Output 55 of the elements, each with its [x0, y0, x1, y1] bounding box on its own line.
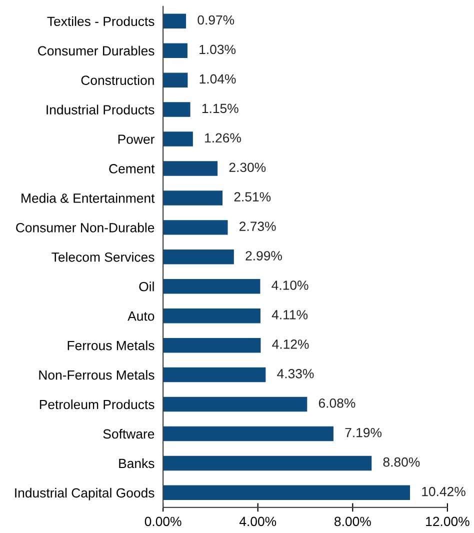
data-label: 2.30%: [229, 162, 266, 172]
y-tick-label: Petroleum Products: [40, 399, 154, 410]
y-tick-label: Industrial Capital Goods: [15, 488, 154, 500]
y-tick-label: Cement: [109, 164, 155, 174]
bar: [163, 426, 334, 442]
y-tick-label: Textiles - Products: [47, 16, 154, 26]
y-tick-label: Consumer Non-Durable: [16, 222, 154, 232]
data-label: 1.04%: [200, 74, 236, 84]
data-label: 2.73%: [240, 222, 276, 231]
bar: [163, 456, 372, 471]
bar: [163, 161, 218, 176]
data-label: 0.97%: [198, 15, 234, 25]
y-tick-label: Telecom Services: [52, 252, 154, 262]
x-tick-label: 4.00%: [239, 516, 276, 526]
bar: [163, 132, 193, 146]
y-tick-label: Oil: [139, 282, 154, 292]
x-tick-label: 8.00%: [334, 516, 371, 526]
data-label: 4.12%: [272, 340, 309, 349]
bar: [163, 396, 308, 412]
data-label: 1.26%: [205, 133, 241, 143]
data-label: 4.33%: [277, 368, 314, 378]
bar: [163, 190, 223, 206]
data-label: 2.99%: [246, 251, 282, 260]
y-tick-label: Ferrous Metals: [68, 340, 154, 350]
bar: [163, 102, 190, 117]
y-tick-label: Construction: [81, 75, 154, 85]
x-tick-label: 0.00%: [144, 516, 182, 526]
y-tick-label: Industrial Products: [46, 104, 154, 114]
bar: [163, 367, 266, 382]
bar: [163, 308, 260, 324]
y-tick-label: Auto: [128, 312, 154, 321]
x-tick-label: 12.00%: [426, 516, 470, 526]
y-tick-label: Consumer Durables: [38, 46, 154, 56]
bar: [163, 14, 186, 28]
bar: [163, 250, 234, 264]
y-tick-label: Non-Ferrous Metals: [39, 370, 154, 380]
y-tick-label: Software: [103, 428, 154, 439]
data-label: 2.51%: [234, 192, 271, 202]
y-tick-label: Media & Entertainment: [22, 193, 155, 203]
bar: [163, 220, 228, 235]
data-label: 4.10%: [272, 280, 308, 290]
data-label: 6.08%: [318, 398, 356, 408]
data-label: 7.19%: [345, 428, 382, 438]
bar: [163, 72, 188, 88]
data-label: 4.11%: [272, 310, 308, 320]
data-label: 8.80%: [383, 457, 420, 467]
bar: [163, 485, 410, 500]
bar: [163, 279, 260, 294]
data-label: 10.42%: [422, 486, 466, 496]
data-label: 1.15%: [202, 104, 238, 114]
y-tick-label: Power: [118, 134, 155, 144]
bar: [163, 338, 261, 353]
bar: [163, 43, 188, 58]
data-label: 1.03%: [200, 44, 236, 54]
y-tick-label: Banks: [119, 458, 154, 468]
